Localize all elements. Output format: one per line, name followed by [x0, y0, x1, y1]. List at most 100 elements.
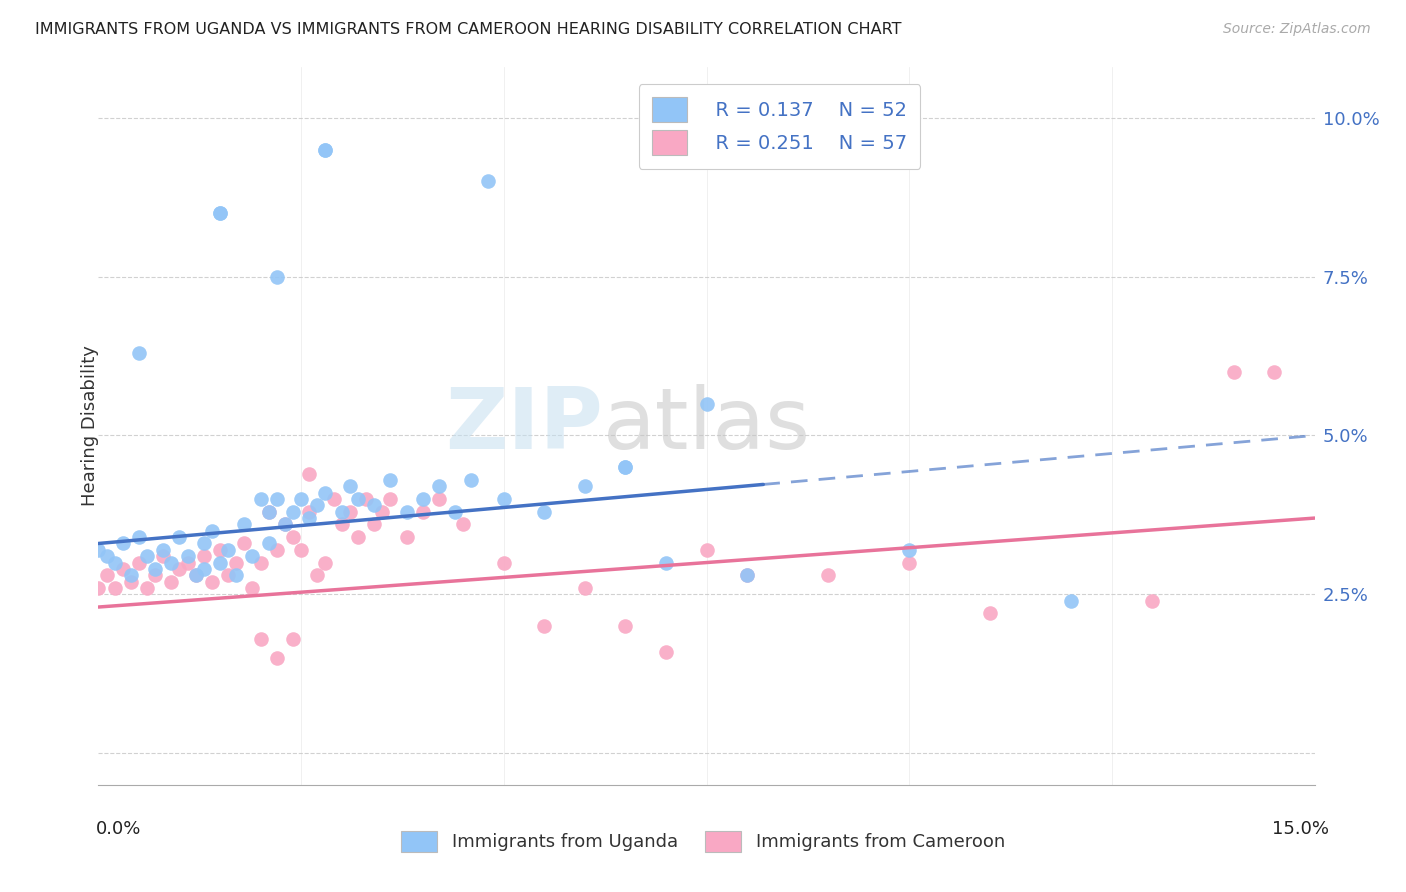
Point — [979, 607, 1001, 621]
Point — [339, 505, 361, 519]
Point — [898, 542, 921, 557]
Point — [87, 542, 110, 557]
Point — [242, 581, 264, 595]
Point — [298, 505, 321, 519]
Point — [266, 491, 288, 506]
Point — [201, 524, 224, 538]
Point — [249, 632, 271, 646]
Point — [111, 562, 134, 576]
Point — [225, 556, 247, 570]
Point — [298, 467, 321, 481]
Point — [696, 397, 718, 411]
Point — [233, 517, 256, 532]
Point — [380, 473, 402, 487]
Point — [209, 206, 232, 220]
Point — [314, 143, 336, 157]
Point — [225, 568, 247, 582]
Text: IMMIGRANTS FROM UGANDA VS IMMIGRANTS FROM CAMEROON HEARING DISABILITY CORRELATIO: IMMIGRANTS FROM UGANDA VS IMMIGRANTS FRO… — [35, 22, 901, 37]
Point — [160, 556, 183, 570]
Point — [266, 542, 288, 557]
Point — [477, 174, 499, 188]
Point — [444, 505, 467, 519]
Point — [136, 581, 159, 595]
Point — [193, 562, 215, 576]
Point — [266, 269, 288, 284]
Point — [143, 562, 166, 576]
Point — [655, 556, 678, 570]
Point — [492, 556, 515, 570]
Text: 15.0%: 15.0% — [1271, 820, 1329, 838]
Point — [160, 574, 183, 589]
Point — [143, 568, 166, 582]
Text: atlas: atlas — [603, 384, 811, 467]
Point — [242, 549, 264, 564]
Point — [330, 517, 353, 532]
Point — [492, 491, 515, 506]
Point — [696, 542, 718, 557]
Point — [233, 536, 256, 550]
Point — [453, 517, 475, 532]
Point — [169, 530, 191, 544]
Point — [347, 491, 370, 506]
Point — [201, 574, 224, 589]
Point — [380, 491, 402, 506]
Point — [87, 581, 110, 595]
Point — [96, 568, 118, 582]
Point — [120, 574, 142, 589]
Point — [184, 568, 207, 582]
Point — [314, 556, 336, 570]
Point — [281, 632, 304, 646]
Point — [96, 549, 118, 564]
Point — [307, 499, 329, 513]
Point — [412, 491, 434, 506]
Point — [314, 485, 336, 500]
Point — [427, 491, 450, 506]
Point — [249, 491, 271, 506]
Point — [314, 143, 336, 157]
Point — [274, 517, 297, 532]
Point — [176, 556, 198, 570]
Point — [347, 530, 370, 544]
Point — [735, 568, 758, 582]
Legend: Immigrants from Uganda, Immigrants from Cameroon: Immigrants from Uganda, Immigrants from … — [392, 822, 1014, 861]
Point — [395, 505, 418, 519]
Point — [128, 556, 150, 570]
Point — [281, 505, 304, 519]
Point — [1263, 365, 1285, 379]
Point — [412, 505, 434, 519]
Point — [136, 549, 159, 564]
Point — [257, 536, 280, 550]
Point — [307, 568, 329, 582]
Point — [104, 581, 127, 595]
Point — [274, 517, 297, 532]
Point — [217, 568, 239, 582]
Point — [330, 505, 353, 519]
Point — [176, 549, 198, 564]
Text: 0.0%: 0.0% — [96, 820, 141, 838]
Text: ZIP: ZIP — [446, 384, 603, 467]
Point — [395, 530, 418, 544]
Point — [1060, 593, 1083, 607]
Point — [111, 536, 134, 550]
Point — [193, 549, 215, 564]
Point — [298, 511, 321, 525]
Point — [574, 581, 596, 595]
Point — [193, 536, 215, 550]
Point — [290, 491, 312, 506]
Point — [533, 619, 555, 633]
Point — [817, 568, 839, 582]
Point — [120, 568, 142, 582]
Point — [266, 651, 288, 665]
Point — [152, 549, 174, 564]
Point — [281, 530, 304, 544]
Point — [371, 505, 394, 519]
Point — [655, 644, 678, 658]
Point — [322, 491, 344, 506]
Point — [898, 556, 921, 570]
Point — [363, 517, 385, 532]
Point — [533, 505, 555, 519]
Point — [363, 499, 385, 513]
Point — [1142, 593, 1164, 607]
Point — [152, 542, 174, 557]
Point — [209, 556, 232, 570]
